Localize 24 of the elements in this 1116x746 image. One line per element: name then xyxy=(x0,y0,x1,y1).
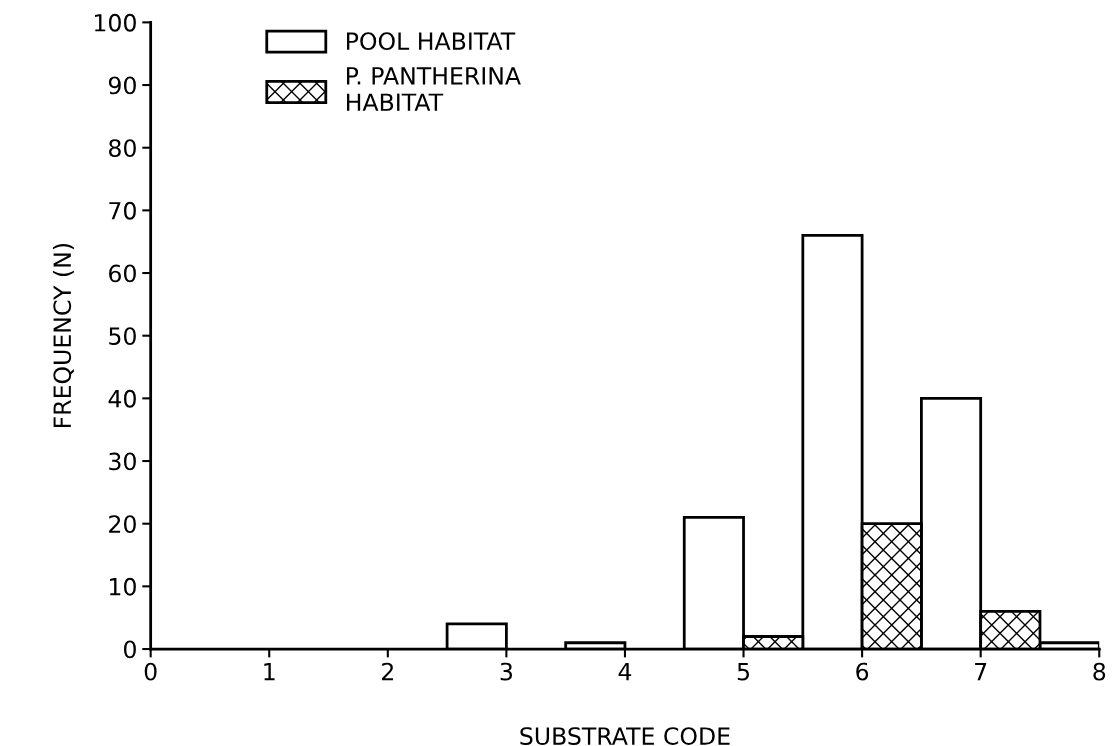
x-tick-label: 1 xyxy=(264,662,275,681)
x-tick-label: 8 xyxy=(1093,662,1106,681)
x-tick-label: 7 xyxy=(975,662,987,681)
y-tick-label: 0 xyxy=(124,640,136,659)
y-tick-label: 100 xyxy=(94,13,136,32)
legend-label: POOL HABITAT xyxy=(347,32,516,51)
y-tick-label: 60 xyxy=(109,264,136,283)
y-tick-label: 90 xyxy=(108,76,136,95)
y-tick-label: 20 xyxy=(109,515,136,533)
y-tick-label: 80 xyxy=(109,139,136,158)
y-tick-label: 30 xyxy=(109,452,136,471)
x-axis-title: SUBSTRATE CODE xyxy=(520,727,730,746)
x-tick-label: 3 xyxy=(500,662,512,681)
x-tick-label: 5 xyxy=(737,662,749,681)
y-axis-title: FREQUENCY (N) xyxy=(52,244,74,428)
y-tick-label: 40 xyxy=(108,389,136,408)
x-tick-label: 6 xyxy=(856,662,869,681)
y-tick-label: 10 xyxy=(110,577,136,596)
x-tick-label: 0 xyxy=(144,662,157,681)
legend-label: P. PANTHERINA HABITAT xyxy=(347,67,521,111)
y-tick-label: 50 xyxy=(109,327,136,346)
x-tick-label: 4 xyxy=(618,662,632,681)
x-tick-label: 2 xyxy=(382,662,393,681)
y-tick-label: 70 xyxy=(109,201,136,220)
